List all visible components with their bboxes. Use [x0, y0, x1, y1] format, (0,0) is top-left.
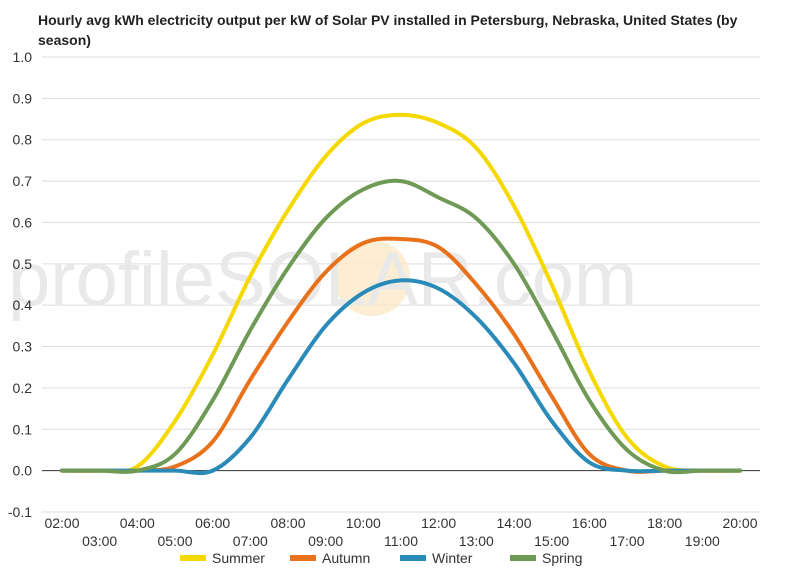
y-tick-label: 0.0 — [13, 463, 33, 479]
legend-swatch — [290, 555, 316, 561]
x-tick-label: 13:00 — [459, 533, 494, 549]
series-lines — [60, 112, 742, 476]
y-tick-label: 1.0 — [13, 49, 33, 65]
x-tick-label: 09:00 — [308, 533, 343, 549]
x-tick-label: 20:00 — [722, 515, 757, 531]
legend-swatch — [400, 555, 426, 561]
y-tick-label: -0.1 — [8, 504, 32, 520]
legend-item-winter[interactable]: Winter — [400, 550, 473, 566]
chart-title: Hourly avg kWh electricity output per kW… — [38, 12, 738, 48]
x-tick-label: 05:00 — [157, 533, 192, 549]
legend-item-autumn[interactable]: Autumn — [290, 550, 370, 566]
legend-label: Spring — [542, 550, 582, 566]
legend-label: Summer — [212, 550, 265, 566]
x-tick-label: 14:00 — [496, 515, 531, 531]
y-tick-label: 0.5 — [13, 256, 33, 272]
watermark-sun-icon — [334, 240, 410, 316]
x-tick-label: 07:00 — [233, 533, 268, 549]
series-line-winter — [60, 278, 742, 476]
y-tick-label: 0.9 — [13, 90, 33, 106]
x-tick-label: 12:00 — [421, 515, 456, 531]
y-tick-label: 0.7 — [13, 173, 33, 189]
x-tick-label: 06:00 — [195, 515, 230, 531]
x-tick-label: 04:00 — [120, 515, 155, 531]
y-tick-label: 0.8 — [13, 132, 33, 148]
legend-swatch — [510, 555, 536, 561]
watermark-text: profileSOLAR.com — [8, 237, 637, 322]
y-tick-label: 0.6 — [13, 214, 33, 230]
legend-item-summer[interactable]: Summer — [180, 550, 265, 566]
x-tick-label: 16:00 — [572, 515, 607, 531]
y-tick-label: 0.3 — [13, 339, 33, 355]
legend-label: Autumn — [322, 550, 370, 566]
series-line-spring — [60, 178, 742, 475]
x-tick-label: 17:00 — [609, 533, 644, 549]
legend-item-spring[interactable]: Spring — [510, 550, 582, 566]
legend-label: Winter — [432, 550, 473, 566]
x-tick-label: 15:00 — [534, 533, 569, 549]
y-tick-label: 0.4 — [13, 297, 33, 313]
legend[interactable]: Summer Autumn Winter Spring — [180, 550, 582, 566]
series-line-summer — [60, 112, 742, 474]
watermark: profileSOLAR.com — [8, 237, 637, 322]
x-axis-ticks: 02:0003:0004:0005:0006:0007:0008:0009:00… — [44, 515, 757, 549]
x-tick-label: 03:00 — [82, 533, 117, 549]
x-tick-label: 02:00 — [44, 515, 79, 531]
x-tick-label: 08:00 — [270, 515, 305, 531]
y-axis-ticks: -0.1 0.0 0.1 0.2 0.3 0.4 0.5 0.6 0.7 0.8 0.9 1.0 — [8, 49, 32, 520]
x-tick-label: 19:00 — [685, 533, 720, 549]
x-tick-label: 10:00 — [346, 515, 381, 531]
x-tick-label: 11:00 — [384, 533, 418, 549]
legend-swatch — [180, 555, 206, 561]
y-tick-label: 0.2 — [13, 380, 33, 396]
x-tick-label: 18:00 — [647, 515, 682, 531]
y-tick-label: 0.1 — [13, 421, 33, 437]
